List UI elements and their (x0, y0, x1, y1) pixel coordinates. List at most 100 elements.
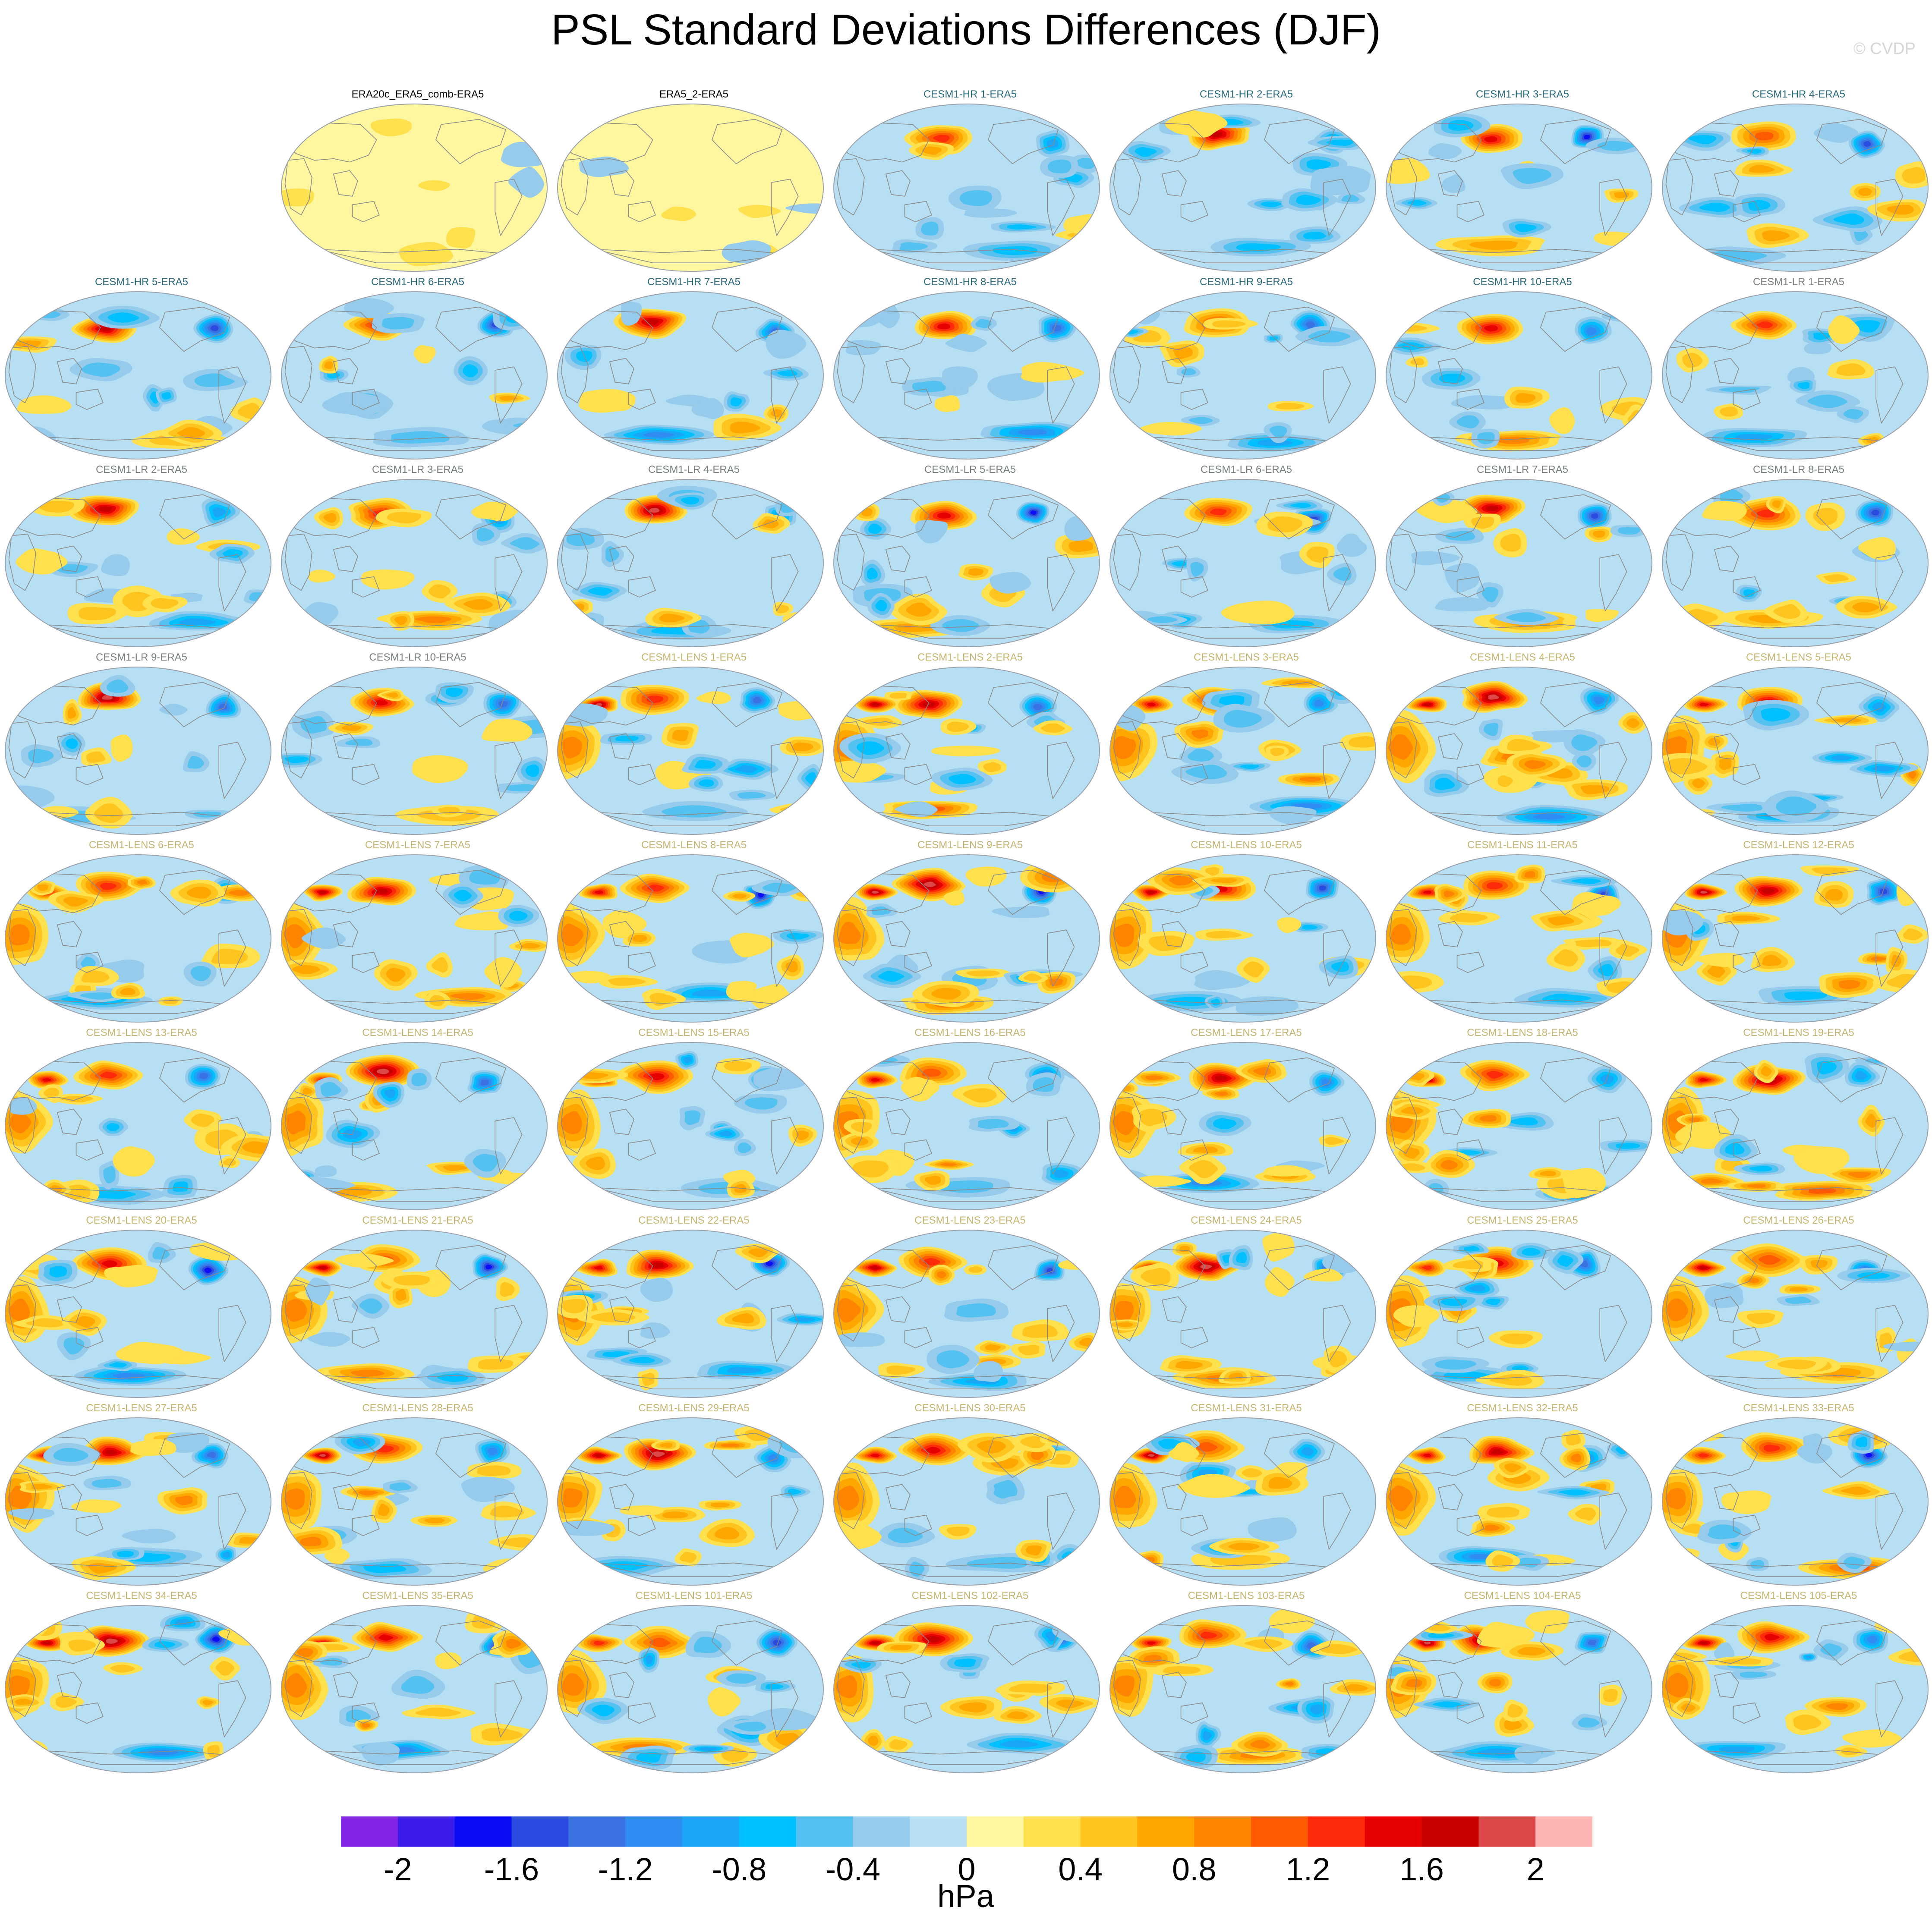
map-panel: CESM1-LENS 21-ERA5 (280, 1215, 556, 1400)
map-panel: CESM1-LENS 18-ERA5 (1384, 1027, 1661, 1212)
colorbar-tick-label: 2 (1526, 1851, 1544, 1887)
world-map (557, 1230, 824, 1398)
colorbar-bin (1023, 1816, 1081, 1847)
panel-title: CESM1-HR 9-ERA5 (1199, 276, 1293, 288)
world-map (5, 479, 271, 647)
psl-difference-field (281, 1230, 547, 1398)
panel-title: CESM1-HR 3-ERA5 (1475, 88, 1570, 100)
world-map (281, 104, 548, 272)
world-map (1386, 479, 1652, 647)
psl-difference-field (1110, 104, 1376, 271)
map-panel: CESM1-LENS 105-ERA5 (1661, 1590, 1932, 1775)
colorbar-bin (739, 1816, 797, 1847)
world-map (833, 854, 1100, 1023)
colorbar-bin (1137, 1816, 1194, 1847)
map-outline (1109, 667, 1376, 835)
map-panel: CESM1-LENS 3-ERA5 (1108, 652, 1384, 837)
panel-title: CESM1-HR 8-ERA5 (923, 276, 1017, 288)
panel-title: CESM1-HR 4-ERA5 (1752, 88, 1846, 100)
psl-difference-field (834, 292, 1100, 459)
psl-difference-field (281, 104, 547, 271)
map-panel: CESM1-LR 8-ERA5 (1661, 464, 1932, 649)
map-panel: CESM1-LENS 11-ERA5 (1384, 839, 1661, 1025)
psl-difference-field (1386, 667, 1652, 834)
world-map (1109, 667, 1376, 835)
psl-difference-field (1662, 1042, 1928, 1210)
map-outline (833, 1230, 1100, 1398)
panel-title: CESM1-LENS 26-ERA5 (1743, 1215, 1854, 1226)
map-outline (5, 1605, 271, 1773)
colorbar-bin (1478, 1816, 1536, 1847)
world-map (1386, 667, 1652, 835)
panel-title: CESM1-LENS 13-ERA5 (86, 1027, 197, 1039)
world-map (1662, 1042, 1929, 1210)
world-map (1662, 1605, 1929, 1773)
map-outline (1109, 1605, 1376, 1773)
psl-difference-field (834, 479, 1100, 647)
panel-title: CESM1-LENS 103-ERA5 (1188, 1590, 1305, 1602)
psl-difference-field (834, 1230, 1100, 1398)
psl-difference-field (834, 1605, 1100, 1773)
psl-difference-field (5, 1230, 271, 1398)
map-outline (833, 291, 1100, 460)
map-panel: CESM1-LENS 23-ERA5 (832, 1215, 1108, 1400)
map-outline (281, 1042, 548, 1210)
map-outline (557, 1605, 824, 1773)
psl-difference-field (558, 292, 823, 459)
map-panel: CESM1-HR 3-ERA5 (1384, 88, 1661, 274)
world-map (281, 854, 548, 1023)
map-outline (1386, 479, 1652, 647)
colorbar-units: hPa (937, 1878, 994, 1914)
psl-difference-field (1110, 855, 1376, 1022)
psl-difference-field (281, 855, 547, 1022)
panel-title: CESM1-LR 6-ERA5 (1200, 464, 1292, 475)
psl-difference-field (558, 1230, 823, 1398)
world-map (1662, 1230, 1929, 1398)
psl-difference-field (5, 1418, 271, 1585)
map-outline (557, 854, 824, 1023)
world-map (557, 291, 824, 460)
world-map (833, 1230, 1100, 1398)
panel-title: CESM1-LENS 16-ERA5 (914, 1027, 1026, 1039)
panel-title: CESM1-LENS 8-ERA5 (641, 839, 747, 851)
map-outline (281, 1417, 548, 1586)
world-map (1662, 854, 1929, 1023)
map-outline (557, 104, 824, 272)
world-map (1109, 1230, 1376, 1398)
colorbar-bin (1308, 1816, 1365, 1847)
psl-difference-field (281, 1605, 547, 1773)
panel-title: CESM1-LENS 15-ERA5 (638, 1027, 750, 1039)
map-outline (557, 1042, 824, 1210)
panel-title: CESM1-LENS 5-ERA5 (1746, 652, 1852, 663)
colorbar-bin (682, 1816, 740, 1847)
psl-difference-field (834, 855, 1100, 1022)
panel-title: CESM1-LENS 24-ERA5 (1191, 1215, 1302, 1226)
map-panel: CESM1-LENS 1-ERA5 (556, 652, 832, 837)
psl-difference-field (1662, 1418, 1928, 1585)
panel-title: CESM1-LENS 11-ERA5 (1467, 839, 1578, 851)
psl-difference-field (1662, 292, 1928, 459)
map-panel: CESM1-LENS 31-ERA5 (1108, 1402, 1384, 1588)
psl-difference-field (1662, 855, 1928, 1022)
psl-difference-field (1110, 1418, 1376, 1585)
map-panel: CESM1-LENS 28-ERA5 (280, 1402, 556, 1588)
map-panel: CESM1-LENS 22-ERA5 (556, 1215, 832, 1400)
map-outline (5, 291, 271, 460)
world-map (1386, 1417, 1652, 1586)
panel-title: CESM1-LENS 9-ERA5 (917, 839, 1023, 851)
world-map (5, 1605, 271, 1773)
colorbar-bin (511, 1816, 569, 1847)
panel-title: CESM1-LENS 33-ERA5 (1743, 1402, 1854, 1414)
map-outline (1386, 667, 1652, 835)
colorbar-bin (1194, 1816, 1251, 1847)
psl-difference-field (1110, 292, 1376, 459)
map-panel: CESM1-LENS 6-ERA5 (3, 839, 280, 1025)
map-outline (1386, 854, 1652, 1023)
psl-difference-field (1662, 1230, 1928, 1398)
world-map (1662, 291, 1929, 460)
colorbar-bin (397, 1816, 455, 1847)
map-panel: CESM1-LENS 34-ERA5 (3, 1590, 280, 1775)
panel-title: CESM1-LENS 7-ERA5 (365, 839, 471, 851)
map-outline (281, 854, 548, 1023)
colorbar-tick-label: -0.4 (825, 1851, 881, 1887)
